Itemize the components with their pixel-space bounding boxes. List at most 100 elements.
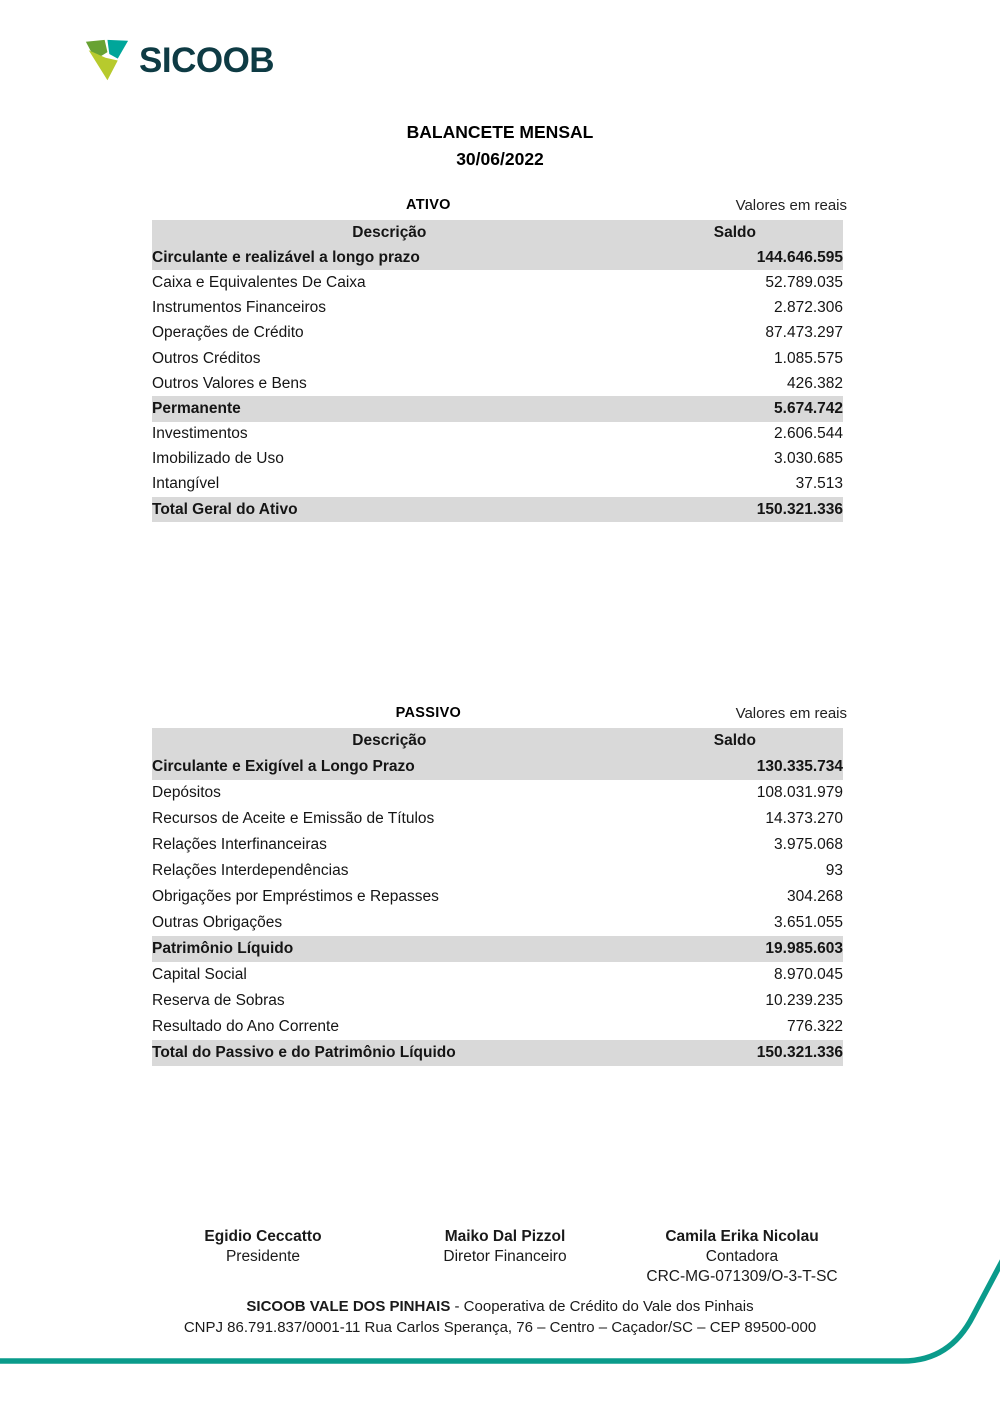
signature-block-contadora: Camila Erika Nicolau Contadora CRC-MG-07… (604, 1227, 880, 1287)
row-value: 52.789.035 (765, 273, 843, 291)
row-value: 144.646.595 (626, 245, 843, 271)
row-value: 10.239.235 (765, 992, 843, 1009)
row-value: 150.321.336 (626, 497, 843, 523)
row-label: Instrumentos Financeiros (152, 299, 327, 317)
row-label: Reserva de Sobras (152, 992, 285, 1009)
row-label: Recursos de Aceite e Emissão de Títulos (152, 810, 435, 827)
signature-block-presidente: Egidio Ceccatto Presidente (150, 1227, 376, 1267)
table-row: Circulante e realizável a longo prazo 14… (152, 245, 843, 271)
row-label: Outros Valores e Bens (152, 374, 307, 392)
row-label: Resultado do Ano Corrente (152, 1018, 339, 1035)
row-value: 37.513 (795, 475, 843, 493)
sicoob-logo-text: SICOOB (139, 41, 275, 80)
row-value: 93 (825, 862, 843, 879)
row-label: Capital Social (152, 966, 247, 983)
row-value: 8.970.045 (774, 966, 843, 983)
table-row: Outros Valores e Bens 426.382 (152, 371, 843, 396)
ativo-table: Descrição Saldo Circulante e realizável … (152, 220, 843, 523)
row-label: Relações Interdependências (152, 862, 349, 879)
row-label: Total do Passivo e do Patrimônio Líquido (152, 1040, 627, 1066)
row-value: 2.606.544 (774, 425, 843, 443)
passivo-heading: PASSIVO (395, 705, 462, 721)
row-label: Imobilizado de Uso (152, 450, 284, 468)
table-row: Relações Interdependências 93 (152, 858, 843, 884)
row-label: Outros Créditos (152, 349, 261, 367)
table-total-row: Total do Passivo e do Patrimônio Líquido… (152, 1040, 843, 1066)
row-value: 14.373.270 (765, 810, 843, 827)
table-row: Reserva de Sobras 10.239.235 (152, 988, 843, 1014)
ativo-section-head: ATIVO Valores em reais (152, 197, 847, 220)
row-label: Circulante e realizável a longo prazo (152, 245, 627, 271)
row-label: Obrigações por Empréstimos e Repasses (152, 888, 439, 905)
row-value: 304.268 (786, 888, 843, 905)
row-label: Depósitos (152, 784, 221, 801)
table-total-row: Total Geral do Ativo 150.321.336 (152, 497, 843, 523)
signature-block-diretor: Maiko Dal Pizzol Diretor Financeiro (392, 1227, 618, 1267)
passivo-table: Descrição Saldo Circulante e Exigível a … (152, 728, 843, 1066)
column-header-descricao: Descrição (152, 220, 627, 246)
row-label: Caixa e Equivalentes De Caixa (152, 273, 366, 291)
signer-role: Presidente (225, 1248, 301, 1265)
table-row: Imobilizado de Uso 3.030.685 (152, 447, 843, 472)
signer-name: Camila Erika Nicolau (665, 1228, 819, 1245)
signer-name: Maiko Dal Pizzol (444, 1228, 566, 1245)
row-value: 3.030.685 (774, 450, 843, 468)
row-value: 426.382 (786, 374, 843, 392)
table-row: Circulante e Exigível a Longo Prazo 130.… (152, 754, 843, 780)
table-row: Outras Obrigações 3.651.055 (152, 910, 843, 936)
row-label: Investimentos (152, 425, 248, 443)
row-label: Total Geral do Ativo (152, 497, 627, 523)
footer-org-line: SICOOB VALE DOS PINHAIS - Cooperativa de… (0, 1296, 1000, 1317)
table-header-row: Descrição Saldo (152, 728, 843, 754)
footer-org-name: SICOOB VALE DOS PINHAIS (246, 1298, 451, 1315)
row-value: 87.473.297 (765, 324, 843, 342)
row-value: 19.985.603 (626, 936, 843, 962)
column-header-saldo: Saldo (626, 728, 843, 754)
ativo-heading: ATIVO (406, 197, 451, 213)
table-row: Caixa e Equivalentes De Caixa 52.789.035 (152, 270, 843, 295)
table-row: Operações de Crédito 87.473.297 (152, 321, 843, 346)
row-label: Relações Interfinanceiras (152, 836, 327, 853)
row-label: Circulante e Exigível a Longo Prazo (152, 754, 627, 780)
row-value: 1.085.575 (774, 349, 843, 367)
row-label: Intangível (152, 475, 220, 493)
signer-registration: CRC-MG-071309/O-3-T-SC (646, 1268, 838, 1285)
logo-triangle-green (85, 39, 108, 60)
table-row: Obrigações por Empréstimos e Repasses 30… (152, 884, 843, 910)
row-label: Patrimônio Líquido (152, 936, 627, 962)
row-value: 130.335.734 (626, 754, 843, 780)
table-row: Outros Créditos 1.085.575 (152, 346, 843, 371)
table-row: Patrimônio Líquido 19.985.603 (152, 936, 843, 962)
signer-role: Diretor Financeiro (443, 1248, 567, 1265)
logo-triangle-teal (107, 39, 129, 59)
table-row: Permanente 5.674.742 (152, 396, 843, 422)
passivo-currency-note: Valores em reais (735, 705, 847, 722)
column-header-descricao: Descrição (152, 728, 627, 754)
row-label: Operações de Crédito (152, 324, 304, 342)
report-date: 30/06/2022 (456, 149, 544, 169)
table-row: Resultado do Ano Corrente 776.322 (152, 1014, 843, 1040)
table-row: Investimentos 2.606.544 (152, 422, 843, 447)
table-row: Capital Social 8.970.045 (152, 962, 843, 988)
row-value: 2.872.306 (774, 299, 843, 317)
row-value: 776.322 (786, 1018, 843, 1035)
row-value: 108.031.979 (756, 784, 843, 801)
ativo-section: ATIVO Valores em reais Descrição Saldo C… (152, 197, 847, 523)
signer-name: Egidio Ceccatto (204, 1228, 322, 1245)
table-row: Depósitos 108.031.979 (152, 780, 843, 806)
row-label: Outras Obrigações (152, 914, 283, 931)
logo-triangle-lime (88, 50, 118, 81)
row-value: 3.975.068 (774, 836, 843, 853)
document-title-block: BALANCETE MENSAL 30/06/2022 (0, 119, 1000, 173)
passivo-section: PASSIVO Valores em reais Descrição Saldo… (152, 705, 847, 1066)
table-row: Relações Interfinanceiras 3.975.068 (152, 832, 843, 858)
signer-role: Contadora (705, 1248, 779, 1265)
column-header-saldo: Saldo (626, 220, 843, 246)
row-label: Permanente (152, 396, 627, 422)
passivo-section-head: PASSIVO Valores em reais (152, 705, 847, 728)
table-row: Instrumentos Financeiros 2.872.306 (152, 296, 843, 321)
ativo-currency-note: Valores em reais (735, 197, 847, 214)
table-header-row: Descrição Saldo (152, 220, 843, 246)
table-row: Recursos de Aceite e Emissão de Títulos … (152, 806, 843, 832)
